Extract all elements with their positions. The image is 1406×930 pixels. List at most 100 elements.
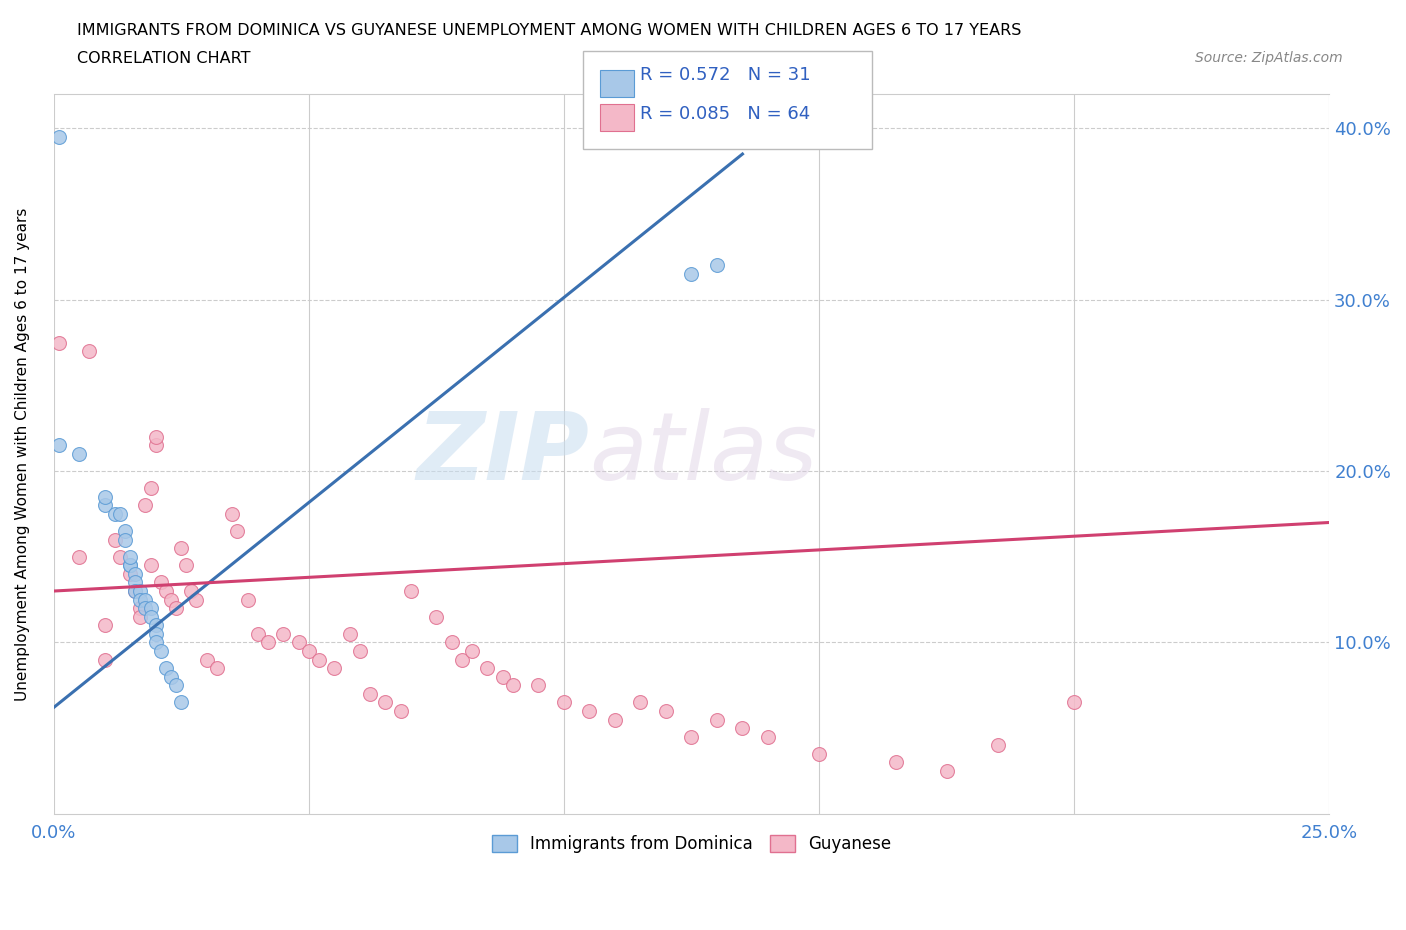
Point — [578, 704, 600, 719]
Point — [308, 652, 330, 667]
Point — [359, 686, 381, 701]
Point — [628, 695, 651, 710]
Point — [155, 660, 177, 675]
Point — [120, 558, 142, 573]
Text: R = 0.085   N = 64: R = 0.085 N = 64 — [640, 105, 810, 124]
Point — [170, 695, 193, 710]
Point — [165, 678, 187, 693]
Point — [655, 704, 678, 719]
Text: atlas: atlas — [589, 408, 818, 499]
Point — [139, 481, 162, 496]
Point — [129, 609, 152, 624]
Text: Source: ZipAtlas.com: Source: ZipAtlas.com — [1195, 51, 1343, 65]
Point — [884, 755, 907, 770]
Point — [124, 584, 146, 599]
Point — [114, 524, 136, 538]
Point — [226, 524, 249, 538]
Point — [145, 438, 167, 453]
Point — [706, 258, 728, 272]
Point — [145, 618, 167, 632]
Point — [527, 678, 550, 693]
Point — [134, 592, 156, 607]
Point — [124, 575, 146, 590]
Point — [139, 601, 162, 616]
Point — [104, 532, 127, 547]
Point — [186, 592, 208, 607]
Point — [246, 627, 269, 642]
Point — [440, 635, 463, 650]
Point — [681, 729, 703, 744]
Point — [236, 592, 259, 607]
Point — [134, 498, 156, 512]
Point — [108, 550, 131, 565]
Point — [339, 627, 361, 642]
Point — [681, 267, 703, 282]
Point — [108, 507, 131, 522]
Legend: Immigrants from Dominica, Guyanese: Immigrants from Dominica, Guyanese — [485, 828, 897, 859]
Point — [48, 129, 70, 144]
Point — [129, 592, 152, 607]
Point — [134, 601, 156, 616]
Point — [287, 635, 309, 650]
Point — [93, 498, 115, 512]
Point — [120, 558, 142, 573]
Point — [114, 532, 136, 547]
Text: IMMIGRANTS FROM DOMINICA VS GUYANESE UNEMPLOYMENT AMONG WOMEN WITH CHILDREN AGES: IMMIGRANTS FROM DOMINICA VS GUYANESE UNE… — [77, 23, 1022, 38]
Point — [425, 609, 447, 624]
Point — [160, 670, 183, 684]
Point — [553, 695, 575, 710]
Point — [987, 737, 1010, 752]
Point — [174, 558, 197, 573]
Point — [93, 652, 115, 667]
Point — [145, 430, 167, 445]
Text: CORRELATION CHART: CORRELATION CHART — [77, 51, 250, 66]
Point — [124, 584, 146, 599]
Point — [349, 644, 371, 658]
Text: ZIP: ZIP — [416, 408, 589, 500]
Point — [129, 601, 152, 616]
Point — [48, 438, 70, 453]
Point — [67, 446, 90, 461]
Point — [323, 660, 346, 675]
Point — [124, 566, 146, 581]
Point — [104, 507, 127, 522]
Point — [67, 550, 90, 565]
Point — [145, 635, 167, 650]
Point — [399, 584, 422, 599]
Point — [477, 660, 499, 675]
Point — [155, 584, 177, 599]
Point — [79, 344, 101, 359]
Point — [491, 670, 513, 684]
Point — [731, 721, 754, 736]
Point — [271, 627, 294, 642]
Point — [502, 678, 524, 693]
Point — [389, 704, 412, 719]
Point — [461, 644, 484, 658]
Point — [129, 584, 152, 599]
Point — [205, 660, 228, 675]
Point — [180, 584, 202, 599]
Point — [160, 592, 183, 607]
Point — [603, 712, 626, 727]
Point — [195, 652, 218, 667]
Point — [120, 550, 142, 565]
Point — [298, 644, 321, 658]
Point — [149, 575, 172, 590]
Point — [48, 335, 70, 350]
Point — [165, 601, 187, 616]
Point — [808, 747, 831, 762]
Point — [257, 635, 280, 650]
Point — [93, 489, 115, 504]
Point — [170, 540, 193, 555]
Point — [93, 618, 115, 632]
Point — [149, 644, 172, 658]
Point — [139, 609, 162, 624]
Point — [706, 712, 728, 727]
Y-axis label: Unemployment Among Women with Children Ages 6 to 17 years: Unemployment Among Women with Children A… — [15, 207, 30, 700]
Point — [145, 627, 167, 642]
Text: R = 0.572   N = 31: R = 0.572 N = 31 — [640, 66, 810, 85]
Point — [935, 764, 957, 778]
Point — [374, 695, 396, 710]
Point — [756, 729, 779, 744]
Point — [221, 507, 243, 522]
